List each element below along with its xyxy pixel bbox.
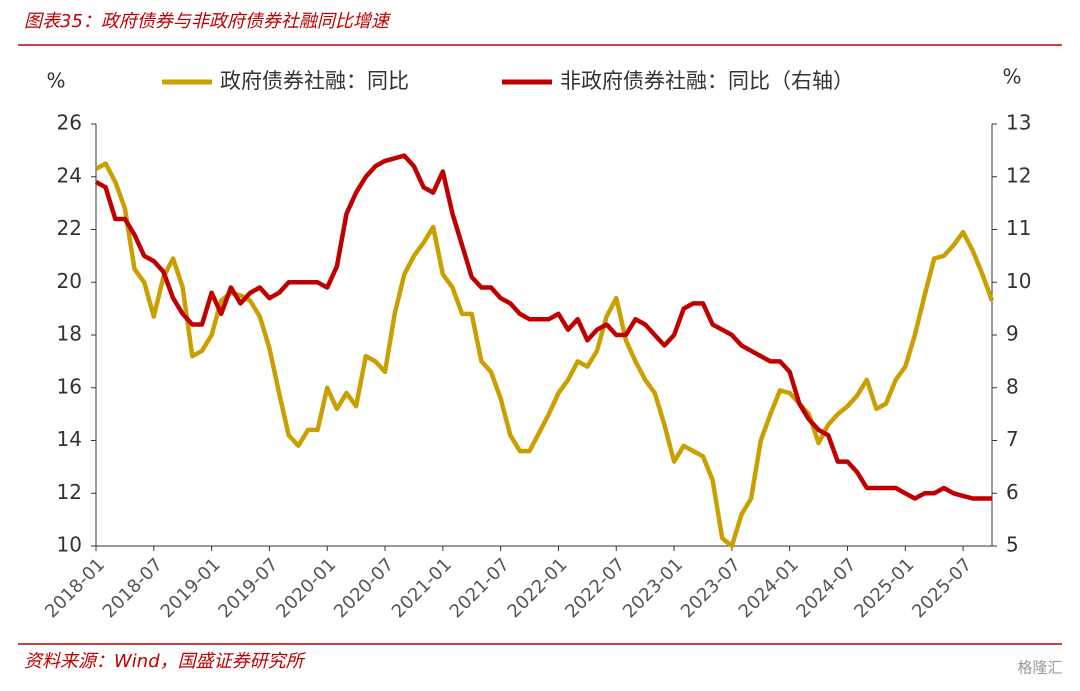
x-tick-label: 2019-01 <box>157 554 225 622</box>
y-tick-label: 26 <box>57 111 82 135</box>
x-tick-label: 2023-01 <box>619 554 687 622</box>
x-tick-label: 2025-01 <box>850 554 918 622</box>
y2-axis-label: % <box>1002 65 1021 89</box>
x-tick-label: 2021-07 <box>446 554 514 622</box>
y-tick-label: 24 <box>57 163 82 187</box>
watermark: 格隆汇 <box>1017 659 1062 677</box>
y-axis-label: % <box>46 69 65 93</box>
x-tick-label: 2022-01 <box>503 554 571 622</box>
series-line <box>94 153 992 501</box>
y2-tick-label: 6 <box>1006 480 1019 504</box>
y2-tick-label: 5 <box>1006 533 1019 557</box>
x-tick-label: 2020-01 <box>272 554 340 622</box>
x-tick-label: 2018-01 <box>41 554 109 622</box>
x-tick-label: 2023-07 <box>677 554 745 622</box>
series-line <box>94 161 995 549</box>
y2-tick-label: 9 <box>1006 322 1019 346</box>
y2-tick-label: 10 <box>1006 269 1031 293</box>
y-tick-label: 20 <box>57 269 82 293</box>
y-tick-label: 12 <box>57 480 82 504</box>
y2-tick-label: 7 <box>1006 427 1019 451</box>
y-tick-label: 22 <box>57 216 82 240</box>
y2-tick-label: 11 <box>1006 216 1031 240</box>
x-tick-label: 2024-01 <box>735 554 803 622</box>
y-tick-label: 14 <box>57 427 82 451</box>
x-tick-label: 2019-07 <box>214 554 282 622</box>
x-tick-label: 2025-07 <box>908 554 976 622</box>
x-tick-label: 2020-07 <box>330 554 398 622</box>
y2-tick-label: 13 <box>1006 111 1031 135</box>
source: 资料来源：Wind，国盛证券研究所 <box>24 651 307 672</box>
x-tick-label: 2021-01 <box>388 554 456 622</box>
chart-title: 图表35：政府债券与非政府债券社融同比增速 <box>24 11 392 32</box>
x-tick-label: 2018-07 <box>99 554 167 622</box>
x-tick-label: 2024-07 <box>793 554 861 622</box>
y2-tick-label: 8 <box>1006 374 1019 398</box>
y-tick-label: 10 <box>57 533 82 557</box>
y-tick-label: 16 <box>57 374 82 398</box>
x-tick-label: 2022-07 <box>561 554 629 622</box>
y-tick-label: 18 <box>57 322 82 346</box>
legend-label: 政府债券社融：同比 <box>220 69 409 93</box>
y2-tick-label: 12 <box>1006 163 1031 187</box>
legend-label: 非政府债券社融：同比（右轴） <box>560 69 854 93</box>
